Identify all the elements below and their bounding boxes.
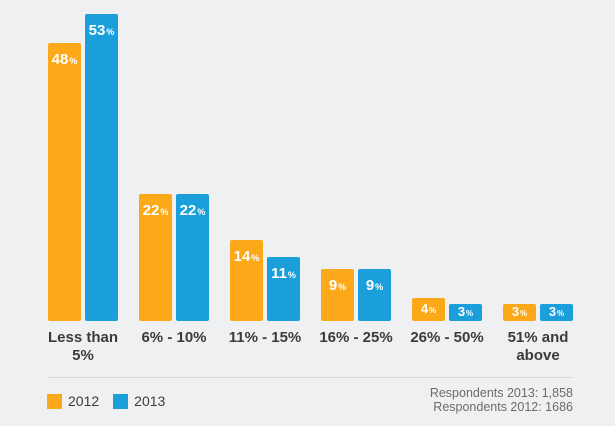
category-tick: 6% - 10% <box>139 329 209 367</box>
bar-value-label: 4% <box>420 301 437 316</box>
category-tick: 51% and above <box>503 329 573 367</box>
legend-label-2012: 2012 <box>68 393 100 409</box>
bar-2013-16-25-: 9% <box>358 269 391 321</box>
bar-2012-26-50-: 4% <box>412 298 445 321</box>
legend: 2012 2013 <box>47 393 165 409</box>
bar-2013-less-than-5-: 53% <box>85 14 118 321</box>
bar-value-label: 53% <box>88 22 115 39</box>
category-label: 16% - 25% <box>319 329 393 346</box>
bar-value-label: 48% <box>51 51 78 68</box>
category-label: 26% - 50% <box>410 329 484 346</box>
category-label: 6% - 10% <box>141 329 207 346</box>
category-tick: 16% - 25% <box>319 329 392 367</box>
bar-value-label: 14% <box>233 248 260 265</box>
bar-2012-16-25-: 9% <box>321 269 354 321</box>
bar-2012-less-than-5-: 48% <box>48 43 81 321</box>
respondents-note: Respondents 2013: 1,858 Respondents 2012… <box>430 386 573 414</box>
bar-value-label: 22% <box>142 202 169 219</box>
bar-value-label: 22% <box>179 202 206 219</box>
bar-value-label: 9% <box>365 277 384 294</box>
bar-2013-26-50-: 3% <box>449 304 482 321</box>
bar-group-3: 14% 11% <box>230 240 300 321</box>
respondents-2013: Respondents 2013: 1,858 <box>429 386 573 400</box>
bar-group-1: 48% 53% <box>48 14 118 321</box>
category-tick: 11% - 15% <box>229 329 302 367</box>
plot-area: 48% 53% 22% 22% 14% 11% 9% 9% 4% 3% 3% 3% <box>48 14 573 321</box>
category-axis: Less than 5% 6% - 10% 11% - 15% 16% - 25% 26%… <box>48 329 573 367</box>
legend-label-2013: 2013 <box>134 393 166 409</box>
bar-value-label: 9% <box>328 277 347 294</box>
legend-swatch-2012 <box>47 393 62 409</box>
bar-group-4: 9% 9% <box>321 269 391 321</box>
bar-value-label: 3% <box>457 304 474 319</box>
bar-2012-6-10-: 22% <box>139 194 172 321</box>
category-label: 51% and above <box>507 329 569 364</box>
bar-group-5: 4% 3% <box>412 298 482 321</box>
category-label: 11% - 15% <box>228 329 302 346</box>
bar-2012-11-15-: 14% <box>230 240 263 321</box>
divider-line <box>48 377 573 378</box>
respondents-2012: Respondents 2012: 1686 <box>433 400 573 414</box>
bar-2012-51-and-above: 3% <box>503 304 536 321</box>
bar-group-6: 3% 3% <box>503 304 573 321</box>
category-tick: Less than 5% <box>48 329 118 367</box>
legend-swatch-2013 <box>113 393 129 409</box>
bar-group-2: 22% 22% <box>139 194 209 321</box>
bar-2013-51-and-above: 3% <box>540 304 573 321</box>
legend-item-2012: 2012 <box>47 393 99 409</box>
bar-2013-11-15-: 11% <box>267 257 300 321</box>
category-label: Less than 5% <box>47 329 119 364</box>
category-tick: 26% - 50% <box>410 329 483 367</box>
bar-value-label: 3% <box>548 304 565 319</box>
bar-value-label: 3% <box>511 304 528 319</box>
bar-value-label: 11% <box>271 265 296 282</box>
bar-2013-6-10-: 22% <box>176 194 209 321</box>
legend-item-2013: 2013 <box>113 393 165 409</box>
